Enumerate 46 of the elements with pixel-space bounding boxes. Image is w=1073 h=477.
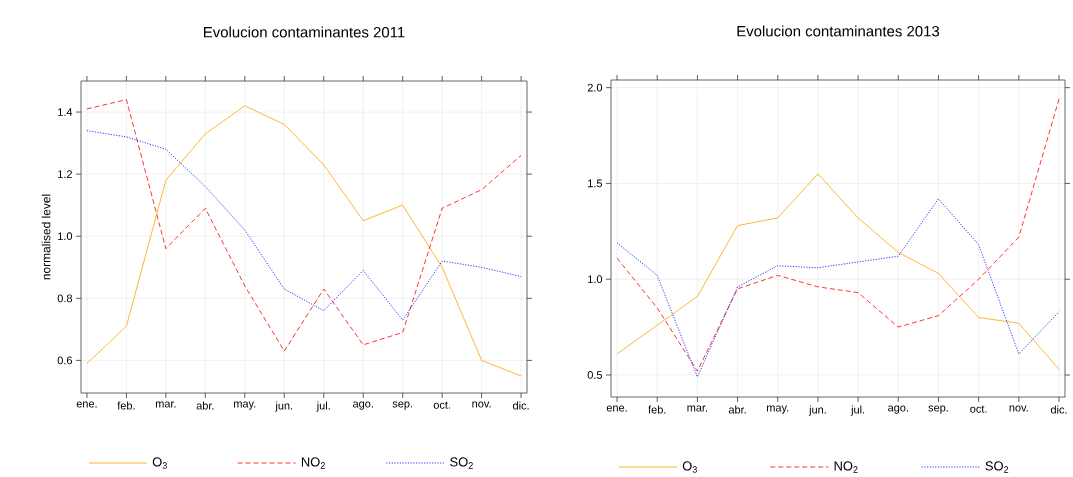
- y-axis-title: normalised level: [41, 194, 51, 280]
- legend-label: SO$_{2}$: [985, 461, 1009, 473]
- x-tick-label: jul.: [850, 405, 865, 416]
- x-tick-label: feb.: [117, 401, 135, 410]
- x-tick-label: jul.: [316, 401, 330, 412]
- y-tick-label: 0.5: [587, 371, 603, 379]
- legend-label: O$_{3}$: [682, 461, 697, 473]
- chart-title: Evolucion contaminantes 2011: [204, 26, 405, 38]
- y-tick-label: 1.0: [58, 232, 73, 241]
- legend-label: O$_{3}$: [152, 457, 167, 469]
- y-tick-label: 2.0: [587, 83, 603, 92]
- line-series: [616, 98, 1060, 372]
- line-series: [86, 130, 522, 321]
- x-tick-label: sep.: [928, 405, 948, 414]
- x-tick-label: ago.: [888, 405, 908, 414]
- x-tick-label: nov.: [472, 401, 491, 408]
- legend-label: NO$_{2}$: [834, 461, 858, 473]
- legend-label: SO$_{2}$: [450, 457, 473, 469]
- x-tick-label: oct.: [433, 401, 450, 409]
- line-series: [616, 198, 1060, 378]
- x-tick-label: ene.: [606, 405, 627, 412]
- legend-label: NO$_{2}$: [301, 457, 325, 469]
- y-tick-label: 0.8: [57, 294, 73, 303]
- y-tick-label: 0.6: [57, 356, 73, 365]
- y-tick-label: 1.4: [58, 108, 73, 116]
- x-tick-label: dic.: [1050, 405, 1067, 414]
- y-tick-label: 1.2: [58, 170, 72, 178]
- x-tick-label: dic.: [513, 401, 529, 410]
- x-tick-label: may.: [234, 401, 256, 410]
- y-tick-label: 1.0: [588, 275, 603, 284]
- line-series: [616, 173, 1060, 370]
- x-tick-label: feb.: [648, 405, 666, 414]
- y-tick-label: 1.5: [588, 179, 603, 188]
- chart-title: Evolucion contaminantes 2013: [737, 25, 940, 37]
- x-tick-label: ene.: [76, 401, 97, 408]
- x-tick-label: may.: [767, 405, 789, 414]
- x-tick-label: sep.: [392, 401, 413, 410]
- x-tick-label: abr.: [196, 401, 214, 410]
- x-tick-label: oct.: [970, 405, 987, 413]
- x-tick-label: mar.: [687, 405, 708, 412]
- x-tick-label: ago.: [353, 401, 373, 410]
- x-tick-label: mar.: [155, 401, 176, 408]
- x-tick-label: jun.: [808, 405, 826, 416]
- x-tick-label: jun.: [275, 401, 293, 412]
- x-tick-label: abr.: [728, 405, 746, 414]
- x-tick-label: nov.: [1009, 405, 1028, 412]
